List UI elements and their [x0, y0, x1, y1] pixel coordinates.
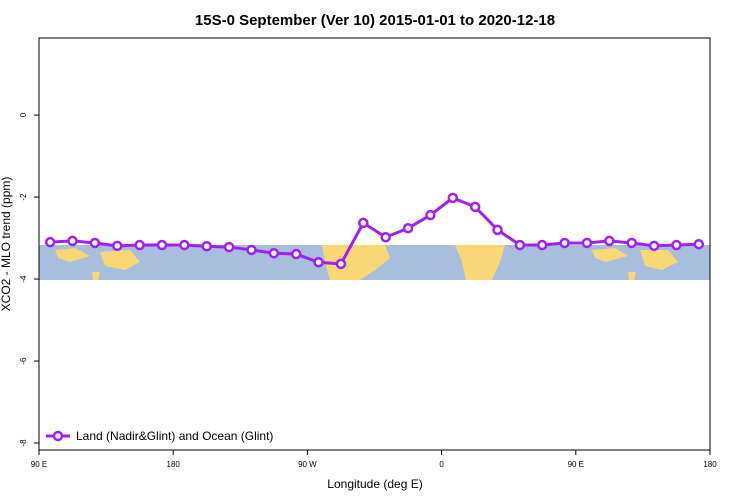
point: [604, 235, 615, 247]
point: [335, 258, 347, 270]
y-tick-label: -6: [19, 357, 28, 365]
point: [671, 239, 682, 251]
point: [380, 231, 391, 243]
x-tick-label: 90 W: [298, 460, 317, 469]
x-tick-label: 90 E: [31, 460, 47, 469]
point: [134, 239, 145, 251]
point: [223, 241, 235, 253]
x-tick-label: 180: [167, 460, 181, 469]
point: [179, 239, 190, 251]
point: [514, 239, 526, 251]
plot-frame: [38, 37, 711, 451]
y-axis-label: XCO2 - MLO trend (ppm): [0, 177, 13, 312]
land: [55, 248, 140, 280]
x-axis-label: Longitude (deg E): [327, 477, 422, 491]
point: [44, 236, 56, 248]
land: [455, 245, 505, 280]
point: [358, 217, 369, 229]
point: [492, 224, 503, 236]
point: [537, 239, 548, 251]
legend-label: Land (Nadir&Glint) and Ocean (Glint): [76, 429, 273, 443]
point: [156, 239, 168, 251]
point: [89, 237, 101, 249]
point: [313, 256, 324, 268]
point: [425, 209, 436, 221]
point: [268, 247, 280, 259]
chart-title: 15S-0 September (Ver 10) 2015-01-01 to 2…: [195, 12, 555, 29]
point: [693, 238, 705, 250]
point: [112, 240, 123, 252]
point: [290, 248, 302, 260]
point: [246, 244, 257, 256]
y-tick-label: 0: [19, 112, 28, 117]
point: [469, 201, 481, 213]
map-band: [39, 245, 710, 280]
y-tick-label: -2: [19, 193, 28, 201]
legend: Land (Nadir&Glint) and Ocean (Glint): [46, 429, 273, 443]
point: [447, 192, 459, 204]
legend-marker: [52, 430, 64, 442]
x-tick-label: 0: [439, 460, 444, 469]
point: [648, 240, 660, 252]
point: [559, 237, 570, 249]
point: [626, 237, 637, 249]
x-tick-label: 180: [703, 460, 717, 469]
land: [322, 245, 390, 280]
x-tick-label: 90 E: [568, 460, 584, 469]
point: [67, 235, 78, 247]
y-tick-label: -4: [19, 275, 28, 283]
point: [201, 241, 212, 252]
y-tick-label: -8: [19, 439, 28, 447]
point: [402, 222, 414, 234]
point: [581, 237, 593, 249]
land: [592, 248, 678, 280]
